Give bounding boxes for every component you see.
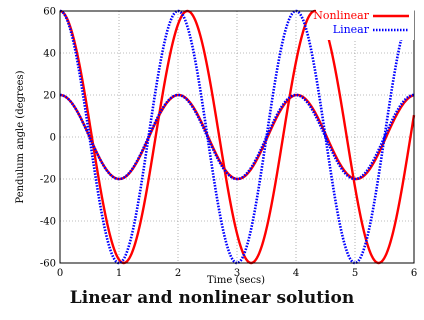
axis-ticks: 0 1 2 3 4 5 6 -60 -40 -20 0 20 40 60	[40, 7, 417, 280]
chart-caption: Linear and nonlinear solution	[69, 288, 355, 308]
y-tick-label: -20	[40, 175, 56, 186]
y-tick-label: 60	[43, 7, 56, 18]
x-tick-label: 6	[411, 268, 417, 279]
y-tick-label: 20	[43, 91, 56, 102]
linear-curve	[59, 93, 415, 181]
x-tick-label: 1	[116, 268, 122, 279]
plot-frame	[59, 10, 415, 264]
x-tick-label: 0	[57, 268, 63, 279]
x-tick-label: 5	[352, 268, 358, 279]
legend: Nonlinear Linear	[313, 8, 414, 40]
x-tick-label: 4	[293, 268, 299, 279]
y-tick-label: 0	[50, 133, 56, 144]
y-tick-label: 40	[43, 49, 56, 60]
y-tick-label: -60	[40, 259, 56, 270]
y-tick-label: -40	[40, 217, 56, 228]
grid	[60, 11, 414, 263]
legend-label-nonlinear: Nonlinear	[313, 9, 370, 22]
x-tick-label: 3	[234, 268, 240, 279]
y-axis-label: Pendulum angle (degrees)	[15, 70, 26, 203]
chart: 0 1 2 3 4 5 6 -60 -40 -20 0 20 40 60 Pendulum angle (…	[15, 7, 417, 287]
x-tick-label: 2	[175, 268, 181, 279]
x-axis-label: Time (secs)	[207, 275, 265, 286]
legend-label-linear: Linear	[333, 23, 370, 36]
nonlinear-curve	[59, 9, 416, 265]
